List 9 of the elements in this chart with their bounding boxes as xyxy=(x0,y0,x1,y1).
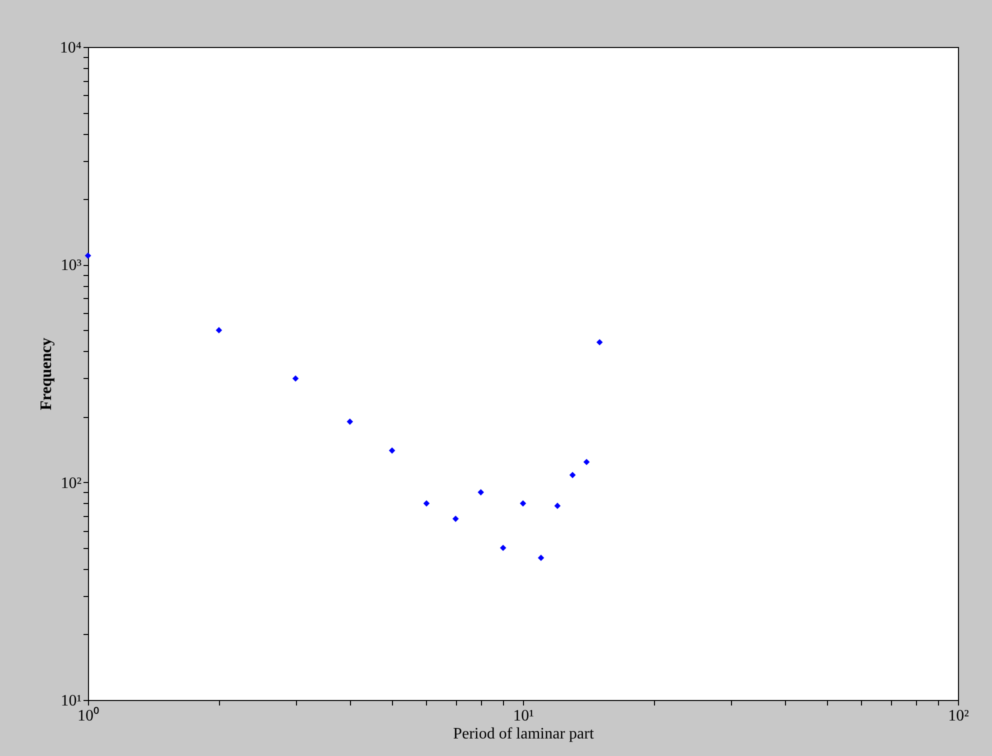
y-tick-label: 10¹ xyxy=(60,692,82,710)
x-tick-label: 10² xyxy=(948,708,970,724)
y-tick-label: 10² xyxy=(60,474,82,492)
y-tick-label: 10⁴ xyxy=(60,40,82,56)
y-axis-title: Frequency xyxy=(38,338,55,410)
x-tick-label: 10¹ xyxy=(513,708,534,724)
x-tick-label: 10⁰ xyxy=(78,706,100,724)
x-axis-title: Period of laminar part xyxy=(453,726,594,742)
y-tick-label: 10³ xyxy=(60,257,82,274)
